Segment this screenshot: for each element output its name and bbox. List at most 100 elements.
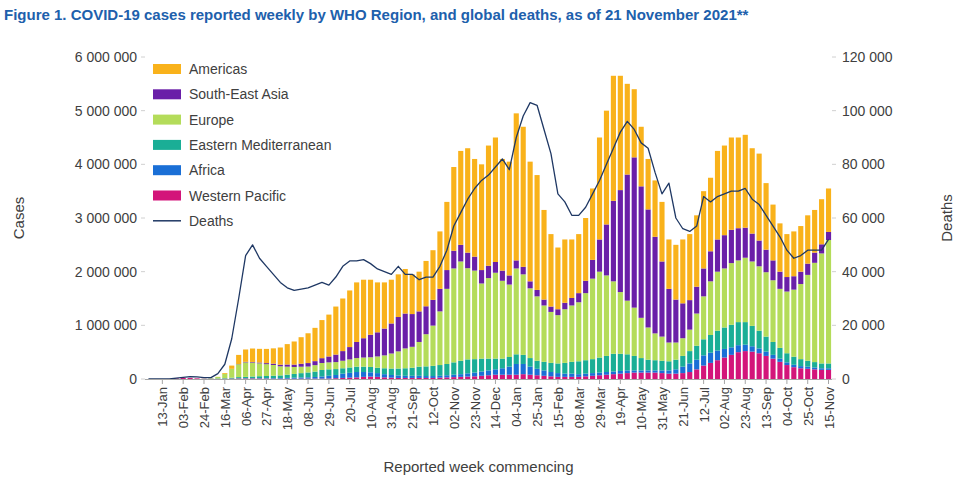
x-tick — [599, 380, 600, 384]
bar-segment — [458, 361, 463, 374]
bar-segment — [652, 370, 657, 372]
x-tick-label: 31-May — [655, 387, 670, 431]
plot-marks — [148, 76, 831, 379]
bar-segment — [347, 347, 352, 359]
bar-segment — [347, 367, 352, 372]
x-tick — [245, 380, 246, 384]
bar-segment — [292, 374, 297, 378]
bar-segment — [562, 303, 567, 309]
bar-segment — [396, 369, 401, 376]
bar-segment — [770, 205, 775, 261]
bar-segment — [299, 364, 304, 367]
bar-segment — [812, 367, 817, 369]
bar-segment — [757, 331, 762, 349]
bar-segment — [236, 377, 241, 378]
bar-segment — [659, 261, 664, 336]
bar-segment — [784, 277, 789, 291]
bar-segment — [659, 370, 664, 373]
bar-segment — [375, 356, 380, 367]
x-tick — [391, 380, 392, 384]
bar-segment — [236, 378, 241, 379]
y2-tick-label: 40 000 — [842, 264, 885, 280]
bar-segment — [340, 361, 345, 369]
bar-segment — [548, 376, 553, 379]
bar-segment — [535, 369, 540, 375]
bar-segment — [500, 159, 505, 271]
bar-segment — [548, 312, 553, 363]
bar-segment — [493, 262, 498, 273]
bar-segment — [472, 373, 477, 377]
bar-segment — [264, 376, 269, 378]
bar-segment — [188, 378, 193, 379]
x-tick-label: 13-Sep — [759, 387, 774, 429]
bar-segment — [312, 365, 317, 371]
bar-segment — [694, 369, 699, 379]
bar-segment — [222, 373, 227, 374]
x-tick — [537, 380, 538, 384]
x-tick — [412, 380, 413, 384]
bar-segment — [417, 311, 422, 342]
bar-segment — [368, 280, 373, 335]
bar-segment — [194, 378, 199, 379]
y-tick — [141, 325, 145, 326]
x-tick — [807, 380, 808, 384]
bar-segment — [521, 267, 526, 275]
bar-segment — [458, 261, 463, 360]
x-tick — [308, 380, 309, 384]
bar-segment — [736, 228, 741, 260]
bar-segment — [430, 378, 435, 379]
bar-segment — [465, 373, 470, 376]
bar-segment — [777, 223, 782, 271]
bar-segment — [750, 148, 755, 233]
bar-segment — [569, 362, 574, 374]
bar-segment — [278, 375, 283, 378]
bar-segment — [333, 362, 338, 369]
x-tick — [703, 380, 704, 384]
bar-segment — [396, 317, 401, 351]
bar-segment — [417, 367, 422, 376]
bar-segment — [347, 290, 352, 347]
legend-swatch — [153, 115, 181, 125]
bar-segment — [201, 378, 206, 379]
bar-segment — [437, 376, 442, 378]
bar-segment — [389, 280, 394, 324]
bar-segment — [805, 367, 810, 369]
bar-segment — [743, 322, 748, 345]
x-tick — [724, 380, 725, 384]
bar-segment — [299, 377, 304, 378]
bar-segment — [396, 351, 401, 368]
bar-segment — [750, 261, 755, 325]
bar-segment — [646, 159, 651, 209]
bar-segment — [465, 268, 470, 359]
bar-segment — [673, 374, 678, 379]
bar-segment — [479, 376, 484, 379]
y2-tick — [832, 110, 836, 111]
legend-label: South-East Asia — [189, 86, 289, 102]
bar-segment — [493, 359, 498, 370]
bar-segment — [361, 367, 366, 372]
bar-segment — [215, 378, 220, 379]
bar-segment — [812, 210, 817, 253]
bar-segment — [306, 363, 311, 366]
bar-segment — [784, 234, 789, 277]
bar-segment — [271, 348, 276, 363]
legend-swatch — [153, 140, 181, 150]
bar-segment — [222, 378, 227, 379]
bar-segment — [215, 377, 220, 378]
bar-segment — [465, 377, 470, 379]
bar-segment — [236, 378, 241, 379]
legend-swatch — [153, 165, 181, 175]
x-tick-label: 23-Nov — [468, 387, 483, 429]
bar-segment — [819, 363, 824, 368]
bar-segment — [576, 234, 581, 293]
bar-segment — [541, 300, 546, 306]
y-tick — [141, 164, 145, 165]
bar-segment — [437, 289, 442, 312]
bar-segment — [812, 253, 817, 263]
bar-segment — [680, 373, 685, 379]
bar-segment — [389, 378, 394, 379]
bar-segment — [666, 361, 671, 370]
bar-segment — [722, 235, 727, 268]
bar-segment — [583, 360, 588, 373]
x-tick-label: 21-Jun — [676, 387, 691, 427]
